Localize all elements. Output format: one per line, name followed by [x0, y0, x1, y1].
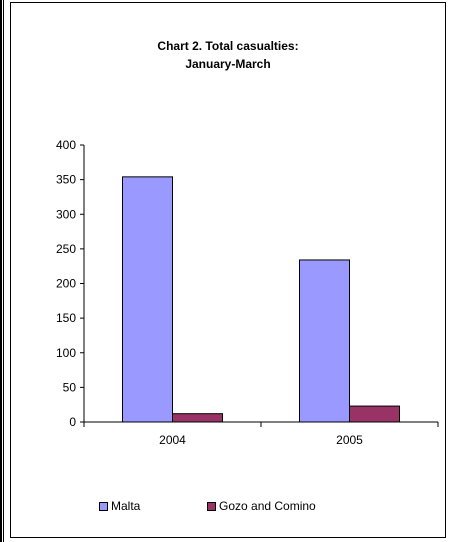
y-tick-label-100: 100: [56, 346, 76, 360]
y-tick-label-50: 50: [63, 380, 77, 394]
bar-malta-2004: [122, 176, 173, 423]
y-tick-label-250: 250: [56, 242, 76, 256]
legend-label-gozo-and-comino: Gozo and Comino: [219, 499, 316, 513]
chart-title-line-1: Chart 2. Total casualties:: [157, 39, 299, 53]
chart-frame: Chart 2. Total casualties: January-March…: [10, 2, 446, 538]
y-tick-label-350: 350: [56, 173, 76, 187]
legend-label-malta: Malta: [111, 499, 141, 513]
y-tick-label-200: 200: [56, 277, 76, 291]
bar-chart: 0 50 100 150 200 250 300 350 400 2004 2005: [56, 138, 439, 447]
x-tick-label-2005: 2005: [336, 433, 363, 447]
legend-swatch-gozo-and-comino: [207, 501, 216, 511]
bar-gozo-and-comino-2004: [172, 413, 223, 423]
legend-item-gozo-and-comino: Gozo and Comino: [207, 499, 316, 513]
chart-title: Chart 2. Total casualties: January-March: [11, 37, 445, 73]
x-tick-label-2004: 2004: [159, 433, 186, 447]
chart-title-line-2: January-March: [185, 57, 271, 71]
y-tick-label-150: 150: [56, 311, 76, 325]
bar-gozo-and-comino-2005: [349, 405, 400, 423]
y-tick-label-400: 400: [56, 138, 76, 152]
y-tick-label-300: 300: [56, 207, 76, 221]
legend-item-malta: Malta: [99, 499, 140, 513]
bar-malta-2005: [299, 259, 350, 423]
y-tick-label-0: 0: [69, 415, 76, 429]
left-border-rule: [0, 0, 4, 542]
legend-swatch-malta: [99, 501, 108, 511]
